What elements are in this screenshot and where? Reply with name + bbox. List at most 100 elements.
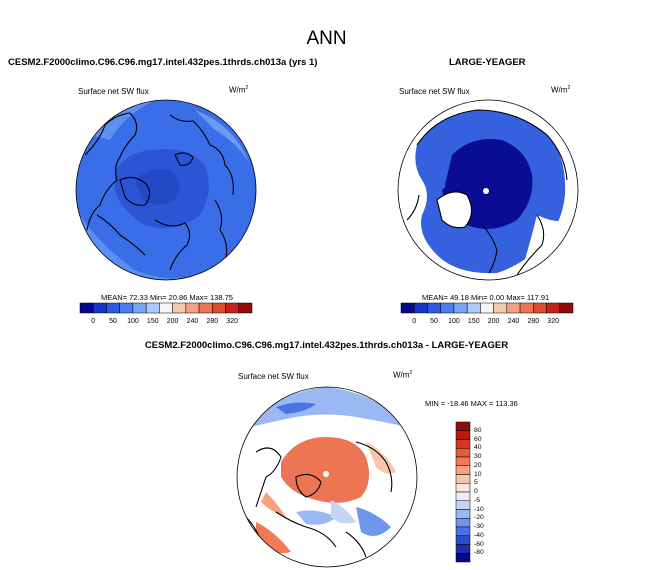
colorbar-tick-label: -80 [474,549,484,557]
panel-test-units: W/m2 [229,85,249,95]
field-negative-band [251,387,406,427]
colorbar-swatch [455,553,471,563]
colorbar-swatch [455,526,471,536]
field-band-north [90,100,155,140]
panel-diff-title: CESM2.F2000climo.C96.C96.mg17.intel.432p… [144,340,509,351]
colorbar-tick-label: 280 [206,318,219,325]
colorbar-obs [400,302,574,314]
colorbar-swatch [455,430,471,440]
field-greenland [437,191,472,228]
colorbar-swatch [533,302,547,314]
coastlines-diff [245,441,393,558]
colorbar-swatch [92,302,107,314]
panel-test-stats: MEAN= 72.33 Min= 20.86 Max= 138.75 [101,293,233,302]
colorbar-swatch [455,491,471,501]
map-border-obs [397,99,579,281]
colorbar-swatch [79,302,94,314]
colorbar-tick-label: 320 [547,318,559,325]
colorbar-swatch [455,421,471,431]
colorbar-swatch [119,302,134,314]
colorbar-swatch [546,302,561,314]
colorbar-swatch [466,302,481,314]
colorbar-swatch [198,302,213,314]
colorbar-tick-label: 100 [127,318,139,325]
polar-map-obs [397,99,579,281]
colorbar-tick-label: 50 [109,318,117,325]
panel-diff-variable: Surface net SW flux [238,372,309,381]
colorbar-swatch [455,500,471,510]
colorbar-tick-label: 200 [487,318,500,325]
colorbar-tick-label: -10 [474,505,484,513]
colorbar-swatch [400,302,415,314]
polar-map-test [75,99,257,281]
colorbar-swatch [440,302,455,314]
colorbar-tick-label: 100 [448,318,460,325]
panel-diff-stats: MIN = -18.46 MAX = 113.36 [425,399,518,408]
panel-obs-variable: Surface net SW flux [399,87,470,96]
colorbar-tick-label: 60 [474,435,482,443]
colorbar-tick-label: 200 [166,318,179,325]
panel-obs-units: W/m2 [551,85,571,95]
colorbar-swatch [455,465,471,475]
colorbar-swatch [106,302,120,314]
colorbar-swatch [453,302,468,314]
colorbar-swatch [455,456,471,466]
colorbar-tick-label: -30 [474,523,484,530]
colorbar-swatch [185,302,200,314]
colorbar-tick-label: -20 [474,514,484,522]
colorbar-swatch [132,302,147,314]
colorbar-tick-label: 150 [467,318,480,325]
map-border-test [75,99,257,281]
colorbar-swatch [455,509,471,519]
colorbar-tick-label: 5 [474,479,478,487]
colorbar-swatch [427,302,441,314]
coastlines-obs [406,109,568,276]
pole-marker-obs [483,188,489,194]
colorbar-swatch [172,302,187,314]
colorbar-tick-label: 50 [430,318,438,325]
colorbar-tick-label: 30 [474,453,482,460]
colorbar-swatch [455,439,471,449]
colorbar-swatch [506,302,521,314]
colorbar-tick-label: 240 [507,318,520,325]
colorbar-tick-label: 40 [474,444,482,452]
colorbar-tick-label: 150 [146,318,159,325]
colorbar-tick-label: 20 [474,461,482,469]
panel-diff-units: W/m2 [393,370,413,380]
colorbar-tick-label: 320 [226,318,238,325]
colorbar-swatch [480,302,494,314]
colorbar-tick-label: 0 [412,318,417,325]
colorbar-tick-label: 80 [474,426,482,434]
colorbar-swatch [455,483,471,493]
colorbar-swatch [159,302,173,314]
colorbar-swatch [455,518,471,528]
panel-test-title: CESM2.F2000climo.C96.C96.mg17.intel.432p… [8,57,318,68]
colorbar-tick-label: 240 [186,318,199,325]
polar-map-diff [236,386,418,568]
colorbar-tick-label: -60 [474,540,484,548]
colorbar-swatch [455,448,471,458]
colorbar-swatch [212,302,226,314]
colorbar-tick-label: 10 [474,470,482,478]
colorbar-tick-label: -5 [474,496,481,504]
panel-test-variable: Surface net SW flux [78,87,149,96]
colorbar-swatch [493,302,508,314]
colorbar-swatch [519,302,534,314]
panel-obs-stats: MEAN= 49.18 Min= 0.00 Max= 117.91 [422,293,550,302]
colorbar-swatch [455,535,471,545]
colorbar-swatch [225,302,240,314]
colorbar-test [79,302,253,314]
colorbar-diff [455,421,471,563]
colorbar-test-labels: 0 50 100 150 200 240 280 320 [80,318,252,328]
field-band-south [79,215,254,280]
coastlines-test [84,112,234,276]
figure-title: ANN [306,28,347,49]
colorbar-swatch [145,302,160,314]
colorbar-swatch [413,302,428,314]
field-arctic-positive [281,437,370,503]
colorbar-tick-label: -40 [474,531,484,539]
colorbar-tick-label: 0 [474,488,478,495]
colorbar-swatch [238,302,253,314]
pole-marker-diff [323,471,329,477]
field-band-east [195,110,250,165]
